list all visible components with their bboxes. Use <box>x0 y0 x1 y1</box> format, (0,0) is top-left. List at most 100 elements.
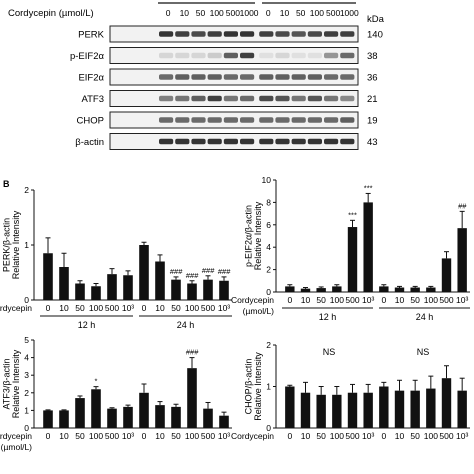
dose-label: 10 <box>280 8 290 18</box>
significance-mark: ## <box>458 201 467 210</box>
x-tick-label: 100 <box>424 431 438 441</box>
blot-band <box>340 117 355 123</box>
bar <box>219 280 229 300</box>
blot-band <box>259 95 274 102</box>
blot-band <box>159 52 174 59</box>
y-tick-label: 4 <box>266 242 271 252</box>
kda-value: 140 <box>367 30 383 41</box>
x-tick-label: 100 <box>424 295 438 305</box>
x-tick-label: 500 <box>345 431 359 441</box>
blot-row: PERK 140 <box>78 25 383 43</box>
blot-band <box>307 74 322 80</box>
bar <box>332 394 342 428</box>
blot-band <box>340 52 355 59</box>
dose-label: 1000 <box>340 8 359 18</box>
blot-band <box>291 138 306 145</box>
bar <box>187 368 197 428</box>
blot-band <box>324 117 339 123</box>
y-axis-label: CHOP/β-actinRelative Intensity <box>243 352 262 421</box>
blot-band <box>207 138 222 145</box>
bar <box>203 408 213 428</box>
y-axis-label: ATF3/β-actinRelative Intensity <box>1 349 20 418</box>
blot-band <box>307 138 322 145</box>
blot-band <box>191 117 206 123</box>
blot-band <box>307 52 322 59</box>
blot-band <box>259 31 274 37</box>
x-tick-label: 100 <box>330 295 344 305</box>
kda-value: 43 <box>367 137 378 148</box>
blot-band <box>240 138 255 145</box>
blot-band <box>207 95 222 102</box>
y-axis-label-line2: Relative Intensity <box>253 352 263 421</box>
x-tick-label: 10 <box>301 431 311 441</box>
x-tick-label: 10³ <box>218 431 230 441</box>
blot-band <box>223 138 238 145</box>
x-tick-label: 0 <box>381 295 386 305</box>
blot-band <box>291 52 306 59</box>
blot-band <box>240 31 255 37</box>
blot-band <box>223 95 238 102</box>
blot-band <box>324 31 339 37</box>
x-tick-label: 50 <box>171 431 181 441</box>
bar <box>347 392 358 428</box>
bar <box>91 389 101 428</box>
blot-band <box>275 117 290 123</box>
kda-value: 38 <box>367 51 378 62</box>
blot-band <box>159 117 174 123</box>
x-tick-label: 10 <box>155 303 165 313</box>
blot-band <box>223 52 238 59</box>
blot-band <box>275 52 290 59</box>
blot-band <box>275 31 290 37</box>
blot-band <box>207 117 222 123</box>
bar <box>394 390 405 428</box>
bar <box>426 388 436 428</box>
bar <box>300 392 311 428</box>
blot-band <box>259 138 274 145</box>
y-tick-label: 2 <box>24 388 29 398</box>
blot-band <box>240 95 255 102</box>
bar <box>285 386 295 428</box>
blot-band <box>291 95 306 102</box>
group-label: 24 h <box>177 320 195 330</box>
dose-labels: 0 10 50 100 500 1000 0 10 50 100 500 1000 <box>166 8 359 18</box>
x-category-unit: (µmol/L) <box>1 442 33 452</box>
x-tick-label: 10³ <box>362 295 374 305</box>
blot-name: CHOP <box>77 116 104 127</box>
x-category-label: Cordycepin <box>0 303 32 313</box>
blot-row: p-EIF2α 38 <box>70 47 378 64</box>
blot-band <box>159 74 174 80</box>
blot-band <box>240 117 255 123</box>
bar <box>203 279 213 300</box>
panel-b-label: B <box>3 179 10 189</box>
blot-band <box>175 31 190 37</box>
bar <box>426 287 436 292</box>
y-tick-label: 3 <box>24 370 29 380</box>
bar <box>155 405 165 428</box>
blot-band <box>291 74 306 80</box>
bar <box>347 227 358 292</box>
y-tick-label: 4 <box>24 353 29 363</box>
group-label: 24 h <box>416 312 434 322</box>
bar <box>363 392 373 428</box>
bar <box>410 390 420 428</box>
x-tick-label: 10³ <box>456 431 468 441</box>
blot-band <box>175 117 190 123</box>
blot-band <box>340 31 355 37</box>
bar <box>316 288 326 292</box>
blot-band <box>324 95 339 102</box>
bar <box>43 253 53 300</box>
blot-band <box>324 74 339 80</box>
kda-label: kDa <box>367 14 385 25</box>
x-tick-label: 0 <box>46 303 51 313</box>
dose-label: 0 <box>166 8 171 18</box>
y-tick-label: 2 <box>266 340 271 350</box>
y-tick-label: 5 <box>24 335 29 345</box>
x-tick-label: 50 <box>75 303 85 313</box>
blot-band <box>275 74 290 80</box>
bar <box>91 286 101 300</box>
bar <box>332 286 342 292</box>
x-tick-label: 0 <box>46 431 51 441</box>
blot-band <box>175 95 190 102</box>
dose-label: 1000 <box>240 8 259 18</box>
